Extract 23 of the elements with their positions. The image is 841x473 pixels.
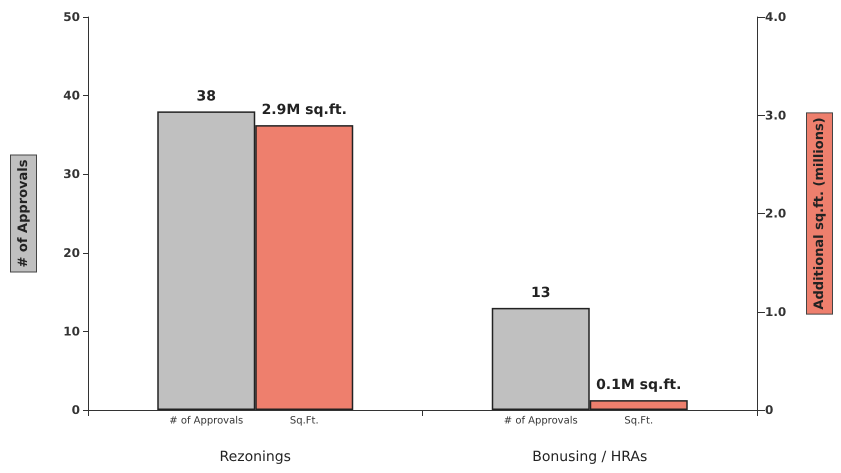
y-tick-label: 40 xyxy=(63,88,80,103)
y-tick-label: 0 xyxy=(72,403,80,417)
y2-tick-label: 4.0 xyxy=(765,10,786,24)
series-label: # of Approvals xyxy=(169,416,244,426)
data-label: 38 xyxy=(196,88,216,104)
y2-tick-label: 2.0 xyxy=(765,206,786,220)
data-label: 0.1M sq.ft. xyxy=(596,377,682,394)
y-tick-label: 20 xyxy=(63,246,80,260)
x-tick-label: Bonusing / HRAs xyxy=(532,449,648,465)
text: Sq.Ft. xyxy=(624,416,654,426)
x-tick-label: Rezonings xyxy=(220,449,291,465)
series-label: Sq.Ft. xyxy=(290,416,319,426)
y2-tick-label: 0 xyxy=(765,403,774,417)
y2-tick-label: 3.0 xyxy=(765,108,786,122)
y-tick-label: 10 xyxy=(63,324,80,338)
data-label: 13 xyxy=(531,284,550,301)
y-axis-title: # of Approvals xyxy=(16,159,31,268)
y2-axis-title: Additional sq.ft. (millions) xyxy=(812,117,827,310)
y-tick-label: 50 xyxy=(63,10,80,24)
y2-tick-label: 1.0 xyxy=(765,304,786,319)
y-tick-label: 30 xyxy=(63,167,80,182)
text: # of Approvals xyxy=(504,416,578,426)
data-label: 2.9M sq.ft. xyxy=(262,102,347,118)
